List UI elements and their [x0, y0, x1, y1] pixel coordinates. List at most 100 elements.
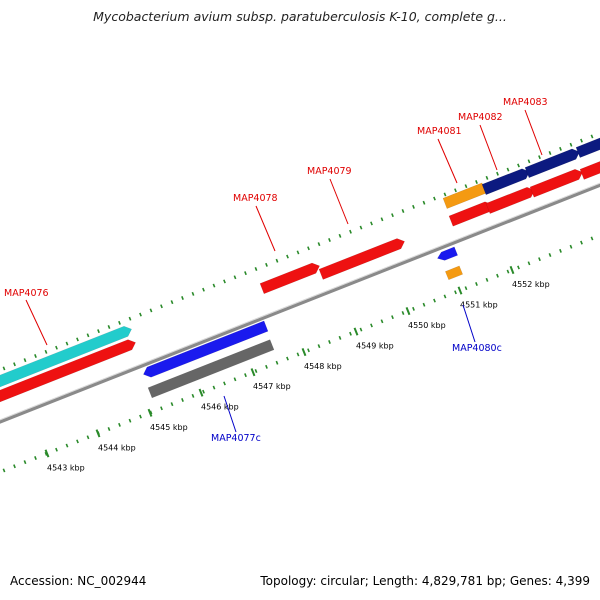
tick-mark-lower — [223, 381, 226, 386]
tick-mark-lower — [275, 360, 279, 365]
tick-mark-lower — [86, 435, 90, 440]
tick-mark-lower — [380, 319, 384, 324]
tick-mark-lower — [265, 364, 268, 369]
cds-feature — [0, 339, 136, 403]
tick-mark-upper — [527, 159, 531, 164]
tick-mark-upper — [328, 238, 331, 242]
tick-mark-upper — [496, 171, 499, 176]
tick-mark-lower — [370, 323, 373, 328]
tick-mark-lower — [548, 253, 552, 257]
tick-mark-lower — [23, 460, 27, 465]
tick-mark-upper — [55, 345, 58, 350]
tick-mark-upper — [580, 138, 583, 143]
major-tick-4548-kbp — [301, 347, 307, 357]
gene-navy — [524, 148, 580, 179]
gene-gray — [147, 339, 275, 399]
gene-orange-small — [444, 265, 464, 281]
tick-mark-lower — [13, 464, 16, 469]
tick-mark-lower — [139, 414, 142, 419]
tick-mark-upper — [97, 329, 100, 334]
tick-mark-upper — [13, 362, 16, 367]
tick-mark-upper — [359, 225, 363, 230]
tick-mark-lower — [538, 257, 541, 262]
leader-line-MAP4081 — [437, 138, 458, 184]
tick-mark-lower — [359, 327, 363, 332]
tick-mark-upper — [433, 196, 436, 201]
major-tick-4546-kbp — [198, 388, 204, 397]
tick-mark-lower — [76, 439, 79, 444]
gene-label-MAP4078: MAP4078 — [233, 193, 278, 204]
tick-mark-lower — [590, 236, 594, 241]
tick-mark-upper — [307, 246, 310, 251]
major-tick-4544-kbp — [95, 429, 101, 438]
tick-mark-upper — [569, 142, 573, 147]
tick-mark-lower — [296, 352, 300, 357]
tick-mark-lower — [44, 451, 48, 456]
tick-label: 4552 kbp — [512, 280, 550, 289]
tick-mark-lower — [391, 315, 394, 320]
gene-navy — [575, 137, 600, 158]
tick-mark-upper — [443, 192, 447, 197]
leader-line-MAP4083 — [524, 109, 543, 156]
tick-mark-lower — [338, 335, 342, 340]
tick-mark-upper — [233, 275, 237, 280]
tick-mark-lower — [65, 443, 69, 448]
tick-mark-lower — [170, 402, 174, 407]
tick-mark-upper — [139, 312, 142, 317]
tick-mark-lower — [254, 369, 258, 373]
tick-mark-lower — [202, 389, 205, 394]
tick-mark-upper — [107, 325, 111, 329]
tick-mark-upper — [412, 204, 415, 209]
gene-label-MAP4079: MAP4079 — [307, 166, 352, 177]
tick-mark-upper — [181, 296, 184, 300]
tick-mark-lower — [527, 261, 531, 266]
tick-label: 4549 kbp — [356, 342, 394, 351]
tick-mark-lower — [485, 277, 489, 282]
tick-mark-upper — [244, 271, 247, 276]
tick-mark-upper — [118, 320, 121, 325]
genome-backbone — [0, 183, 600, 424]
tick-mark-lower — [181, 398, 184, 402]
tick-mark-lower — [506, 269, 510, 274]
tick-mark-upper — [338, 233, 342, 238]
tick-mark-upper — [391, 213, 394, 218]
tick-mark-upper — [254, 267, 258, 271]
leader-line-MAP4078 — [255, 205, 276, 252]
tick-mark-upper — [485, 175, 489, 180]
major-tick-4552-kbp — [509, 265, 515, 275]
tick-label: 4550 kbp — [408, 321, 446, 330]
tick-mark-upper — [2, 366, 6, 371]
tick-mark-lower — [443, 294, 447, 299]
tick-label: 4544 kbp — [98, 443, 136, 452]
tick-label: 4548 kbp — [304, 362, 342, 371]
tick-mark-lower — [118, 422, 121, 427]
major-tick-4543-kbp — [44, 449, 50, 458]
tick-mark-lower — [412, 306, 415, 311]
tick-mark-lower — [559, 248, 562, 253]
cds-feature — [259, 262, 320, 295]
gene-label-MAP4081: MAP4081 — [417, 126, 462, 137]
tick-mark-lower — [307, 348, 310, 353]
tick-mark-lower — [496, 273, 499, 278]
tick-mark-upper — [422, 200, 426, 205]
tick-mark-upper — [76, 337, 79, 342]
tick-mark-lower — [191, 393, 195, 398]
gene-label-MAP4076: MAP4076 — [4, 288, 49, 299]
accession-text: Accession: NC_002944 — [10, 574, 147, 588]
leader-line-MAP4077c — [223, 395, 237, 433]
tick-mark-upper — [506, 167, 510, 172]
leader-line-MAP4082 — [479, 124, 498, 171]
tick-mark-lower — [149, 410, 153, 415]
major-tick-4551-kbp — [457, 286, 463, 295]
tick-mark-lower — [244, 373, 247, 378]
tick-mark-upper — [559, 146, 562, 151]
tick-label: 4543 kbp — [47, 463, 85, 472]
tick-mark-lower — [107, 427, 111, 431]
tick-mark-upper — [538, 155, 541, 160]
tick-mark-upper — [160, 304, 163, 309]
tick-label: 4546 kbp — [201, 403, 239, 412]
gene-label-MAP4077c: MAP4077c — [211, 433, 261, 444]
gene-label-MAP4083: MAP4083 — [503, 97, 548, 108]
tick-mark-upper — [170, 300, 174, 305]
major-tick-4547-kbp — [250, 368, 256, 377]
